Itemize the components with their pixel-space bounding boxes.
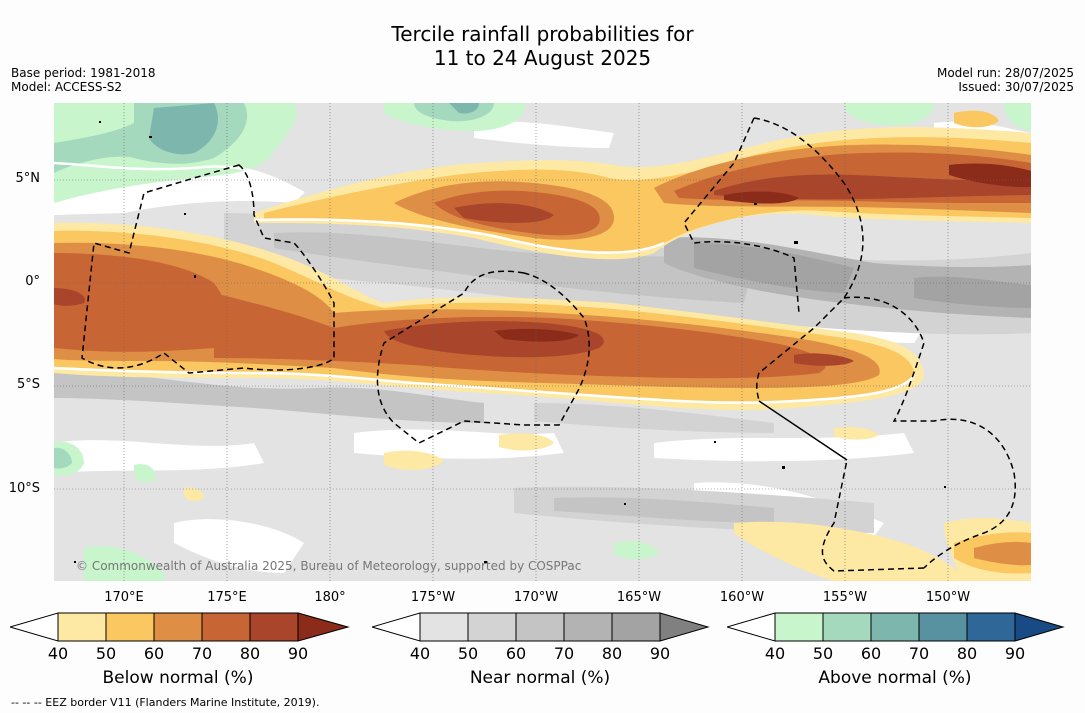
near-normal-colorbar [372, 612, 710, 642]
lon-label-170e: 170°E [104, 590, 144, 605]
below-tick-70: 70 [191, 644, 213, 663]
above-normal-cb-left-extend [727, 612, 776, 642]
island-markers [74, 121, 946, 563]
meta-right: Model run: 28/07/2025 Issued: 30/07/2025 [937, 66, 1074, 94]
near-tick-60: 60 [505, 644, 527, 663]
above-normal-colorbar [727, 612, 1065, 642]
contour-outlines [54, 161, 916, 404]
eez-borders [81, 117, 1016, 572]
below-normal-regions [54, 110, 1031, 581]
above-tick-70: 70 [908, 644, 930, 663]
above-tick-80: 80 [956, 644, 978, 663]
lon-label-150w: 150°W [925, 590, 971, 605]
below-normal-cb-bin-1 [58, 613, 106, 641]
near-tick-50: 50 [457, 644, 479, 663]
above-normal-regions [54, 103, 1031, 581]
below-normal-colorbar [10, 612, 350, 642]
lat-label-0: 0° [25, 274, 40, 289]
near-tick-90: 90 [649, 644, 671, 663]
lon-label-175e: 175°E [207, 590, 247, 605]
below-normal-cb-right-extend [298, 613, 348, 641]
lat-label-10s: 10°S [8, 481, 40, 496]
above-normal-title: Above normal (%) [818, 668, 972, 688]
below-normal-cb-bin-2 [106, 613, 154, 641]
lat-label-5s: 5°S [16, 377, 40, 392]
above-normal-cb-bin-1 [775, 613, 823, 641]
below-tick-90: 90 [287, 644, 309, 663]
issued-text: Issued: 30/07/2025 [958, 80, 1074, 94]
lon-label-170w: 170°W [513, 590, 559, 605]
near-normal-cb-bin-2 [468, 613, 516, 641]
above-tick-90: 90 [1004, 644, 1026, 663]
near-normal-cb-right-extend [660, 613, 708, 641]
near-normal-cb-bin-5 [612, 613, 660, 641]
below-normal-title: Below normal (%) [102, 668, 254, 688]
title-line-1: Tercile rainfall probabilities for [391, 22, 694, 46]
title-line-2: 11 to 24 August 2025 [433, 46, 652, 70]
lon-label-175w: 175°W [410, 590, 456, 605]
above-tick-50: 50 [812, 644, 834, 663]
near-normal-cb-bin-4 [564, 613, 612, 641]
model-text: Model: ACCESS-S2 [11, 80, 123, 94]
below-normal-cb-left-extend [10, 612, 59, 642]
above-normal-cb-bin-5 [967, 613, 1015, 641]
below-tick-60: 60 [143, 644, 165, 663]
near-tick-40: 40 [409, 644, 431, 663]
copyright-text: © Commonwealth of Australia 2025, Bureau… [76, 559, 582, 573]
near-tick-70: 70 [553, 644, 575, 663]
above-tick-60: 60 [860, 644, 882, 663]
above-normal-cb-bin-4 [919, 613, 967, 641]
near-normal-title: Near normal (%) [469, 668, 611, 688]
below-normal-cb-bin-5 [250, 613, 298, 641]
near-tick-80: 80 [601, 644, 623, 663]
below-tick-80: 80 [239, 644, 261, 663]
lon-label-160w: 160°W [719, 590, 765, 605]
above-normal-cb-bin-3 [871, 613, 919, 641]
lon-label-180: 180° [314, 590, 346, 605]
meta-left: Base period: 1981-2018 Model: ACCESS-S2 [11, 66, 156, 94]
near-normal-cb-left-extend [372, 612, 421, 642]
above-tick-40: 40 [764, 644, 786, 663]
below-tick-50: 50 [95, 644, 117, 663]
lon-label-155w: 155°W [822, 590, 868, 605]
map-title: Tercile rainfall probabilities for 11 to… [0, 22, 1085, 70]
near-normal-regions [54, 213, 1031, 533]
above-normal-cb-bin-2 [823, 613, 871, 641]
boundary-line [758, 400, 848, 461]
model-run-text: Model run: 28/07/2025 [936, 66, 1074, 80]
above-normal-cb-right-extend [1015, 613, 1063, 641]
lon-label-165w: 165°W [616, 590, 662, 605]
below-normal-cb-bin-4 [202, 613, 250, 641]
near-normal-cb-bin-1 [420, 613, 468, 641]
below-normal-cb-bin-3 [154, 613, 202, 641]
rainfall-probability-map [54, 103, 1031, 581]
lat-label-5n: 5°N [15, 171, 41, 186]
base-period-text: Base period: 1981-2018 [11, 66, 156, 80]
near-normal-cb-bin-3 [516, 613, 564, 641]
below-tick-40: 40 [47, 644, 69, 663]
eez-legend-note: -- -- -- EEZ border V11 (Flanders Marine… [11, 696, 320, 709]
graticule [54, 103, 1031, 581]
